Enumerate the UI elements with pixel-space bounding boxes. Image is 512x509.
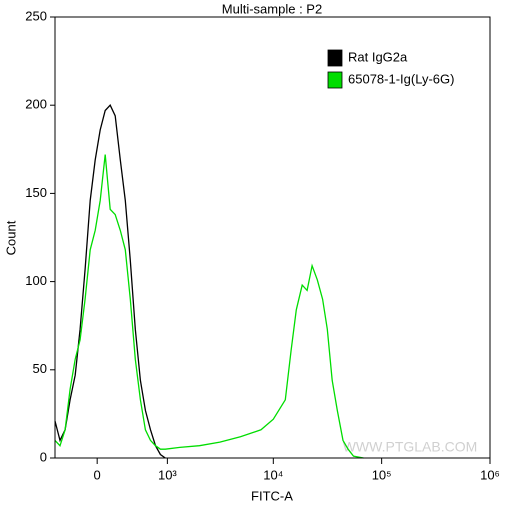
x-tick-label: 10⁶ <box>480 467 500 482</box>
legend-label: Rat IgG2a <box>348 49 408 64</box>
x-axis-label: FITC-A <box>251 488 293 503</box>
y-axis-label: Count <box>3 220 18 255</box>
watermark: WWW.PTGLAB.COM <box>343 439 478 455</box>
histogram-line <box>54 104 166 459</box>
chart-title: Multi-sample : P2 <box>222 1 322 16</box>
x-tick-label: 0 <box>94 467 101 482</box>
y-tick-label: 100 <box>25 273 47 288</box>
x-tick-label: 10⁵ <box>372 467 392 482</box>
y-tick-label: 250 <box>25 8 47 23</box>
legend-label: 65078-1-Ig(Ly-6G) <box>348 71 454 86</box>
y-tick-label: 150 <box>25 185 47 200</box>
legend-swatch <box>327 71 343 89</box>
x-tick-label: 10⁴ <box>263 467 283 482</box>
legend-swatch <box>327 49 343 67</box>
y-tick-label: 200 <box>25 97 47 112</box>
histogram-line <box>54 154 364 459</box>
plot-frame <box>54 16 491 459</box>
y-tick-label: 0 <box>40 449 47 464</box>
x-tick-label: 10³ <box>158 467 177 482</box>
y-tick-label: 50 <box>33 361 47 376</box>
